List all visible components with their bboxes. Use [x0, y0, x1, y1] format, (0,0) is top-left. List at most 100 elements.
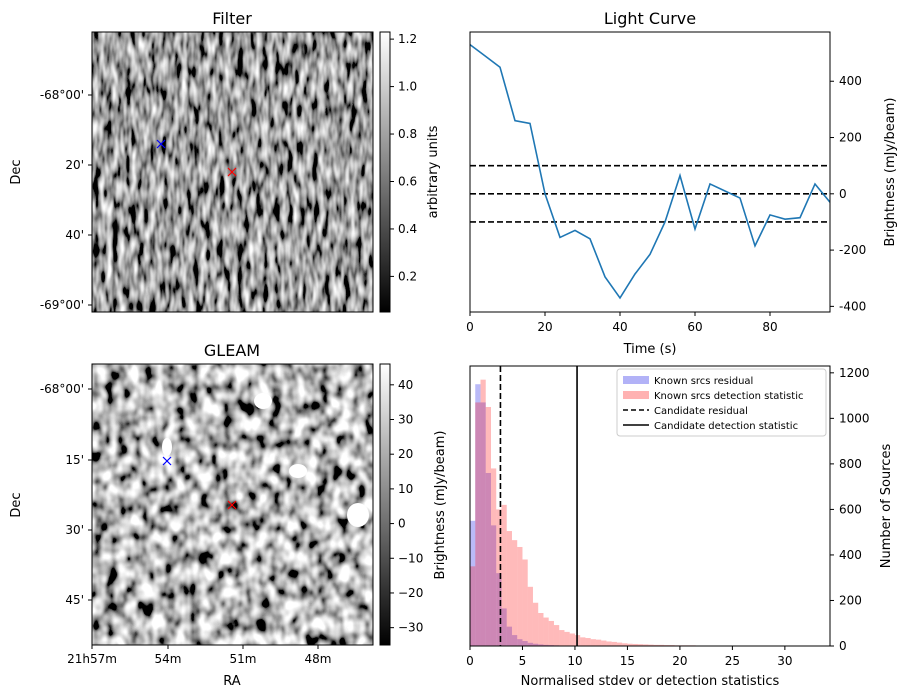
blue-x-marker — [156, 139, 166, 149]
lightcurve-frame — [469, 31, 831, 313]
histogram-bar — [569, 633, 575, 646]
lightcurve-xtick-label: 0 — [466, 320, 474, 334]
histogram-bar — [496, 509, 502, 646]
histogram-bar — [485, 406, 491, 646]
legend-label: Candidate residual — [654, 406, 748, 417]
filter-ytick-label: 20' — [65, 158, 84, 172]
histogram-bar — [470, 566, 476, 646]
filter-cbar-tick-label: 0.6 — [398, 174, 417, 188]
histogram-bar — [538, 644, 544, 646]
histogram-xtick-label: 30 — [777, 654, 792, 668]
histogram-bar — [559, 630, 565, 646]
gleam-bright-source — [289, 464, 307, 478]
filter-markers — [156, 139, 237, 177]
lightcurve-xlabel: Time (s) — [623, 342, 677, 357]
histogram-bar — [485, 472, 491, 646]
filter-cbar-tick-label: 0.2 — [398, 269, 417, 283]
histogram-bar — [490, 525, 497, 646]
histogram-bar — [658, 644, 665, 646]
gleam-panel: GLEAM Dec RA -68°00' 15' 30' 45' 21h57m 54m 5… — [9, 341, 448, 689]
histogram-xtick-label: 0 — [466, 654, 474, 668]
histogram-series-0 — [470, 384, 575, 646]
histogram-bar — [595, 639, 602, 646]
histogram-bar — [643, 644, 649, 646]
legend-box — [616, 368, 827, 437]
gleam-xtick-label: 21h57m — [67, 652, 117, 666]
histogram-bar — [590, 639, 596, 646]
gleam-cbar-tick-label: 0 — [398, 517, 406, 531]
filter-frame — [91, 31, 374, 313]
histogram-bar — [480, 379, 486, 646]
histogram-bar — [580, 637, 586, 646]
histogram-xtick-label: 20 — [672, 654, 687, 668]
histogram-ytick-label: 0 — [839, 639, 847, 653]
histogram-xtick-label: 5 — [519, 654, 527, 668]
histogram-bar — [648, 644, 654, 646]
blue-x-marker — [162, 456, 172, 466]
gleam-colorbar — [380, 364, 390, 645]
histogram-bar — [501, 608, 507, 646]
gleam-cbar-tick-label: −10 — [398, 551, 423, 565]
histogram-ytick-label: 600 — [839, 502, 862, 516]
lightcurve-xtick-label: 80 — [762, 320, 777, 334]
gleam-cbar-tick-label: 30 — [398, 413, 413, 427]
histogram-bar — [490, 468, 497, 646]
lightcurve-title: Light Curve — [604, 9, 696, 28]
histogram-bar — [527, 642, 533, 646]
gleam-cbar-tick-label: −20 — [398, 586, 423, 600]
filter-cbar-tick-label: 0.8 — [398, 127, 417, 141]
lightcurve-xtick-label: 20 — [537, 320, 552, 334]
lightcurve-ylabel: Brightness (mJy/beam) — [883, 98, 898, 247]
histogram-bar — [601, 640, 607, 646]
histogram-bar — [522, 640, 528, 646]
histogram-bar — [553, 625, 560, 646]
histogram-bar — [496, 573, 502, 646]
histogram-bar — [538, 612, 544, 646]
legend-label: Known srcs detection statistic — [654, 391, 803, 402]
histogram-yticks: 0 200 400 600 800 1000 1200 — [830, 366, 870, 653]
filter-yticks: -68°00' 20' 40' -69°00' — [40, 88, 92, 312]
histogram-xtick-label: 25 — [725, 654, 740, 668]
histogram-bar — [585, 638, 591, 646]
gleam-cbar-tick-label: 10 — [398, 482, 413, 496]
histogram-bar — [606, 641, 612, 646]
gleam-bright-source — [254, 393, 272, 409]
histogram-panel: 0 5 10 15 20 25 30 0 200 400 600 800 1000 1200 Norma… — [466, 365, 894, 689]
lightcurve-ytick-label: -200 — [839, 243, 866, 257]
lightcurve-series-line — [470, 44, 830, 300]
histogram-bar — [653, 644, 659, 646]
histogram-bar — [517, 546, 523, 646]
gleam-bright-source — [162, 438, 172, 456]
histogram-bar — [480, 402, 486, 646]
filter-cbar-tick-label: 1.0 — [398, 80, 417, 94]
filter-title: Filter — [212, 9, 252, 28]
filter-ylabel: Dec — [9, 159, 24, 184]
gleam-cbar-tick-label: 40 — [398, 378, 413, 392]
gleam-ytick-label: 45' — [65, 593, 84, 607]
histogram-bar — [475, 402, 481, 646]
histogram-bar — [517, 639, 523, 646]
gleam-ytick-label: -68°00' — [40, 382, 84, 396]
gleam-xtick-label: 48m — [305, 652, 332, 666]
histogram-ytick-label: 400 — [839, 548, 862, 562]
lightcurve-xtick-label: 60 — [687, 320, 702, 334]
gleam-colorbar-label: Brightness (mJy/beam) — [433, 431, 448, 580]
filter-cbar-tick-label: 0.4 — [398, 222, 417, 236]
filter-ytick-label: -69°00' — [40, 298, 84, 312]
gleam-xtick-label: 54m — [155, 652, 182, 666]
gleam-cbar-tick-label: −30 — [398, 621, 423, 635]
legend-swatch — [623, 376, 649, 384]
histogram-bar — [532, 643, 539, 646]
red-x-marker — [227, 167, 237, 177]
histogram-ylabel: Number of Sources — [879, 444, 894, 569]
gleam-markers — [162, 456, 237, 510]
gleam-title: GLEAM — [204, 341, 260, 360]
histogram-bar — [543, 644, 549, 646]
histogram-bar — [611, 641, 617, 646]
histogram-xtick-label: 15 — [620, 654, 635, 668]
gleam-bright-source — [347, 503, 369, 527]
histogram-bar — [543, 617, 549, 646]
histogram-xtick-label: 10 — [567, 654, 582, 668]
histogram-bar — [627, 643, 633, 646]
legend-label: Candidate detection statistic — [654, 421, 798, 432]
